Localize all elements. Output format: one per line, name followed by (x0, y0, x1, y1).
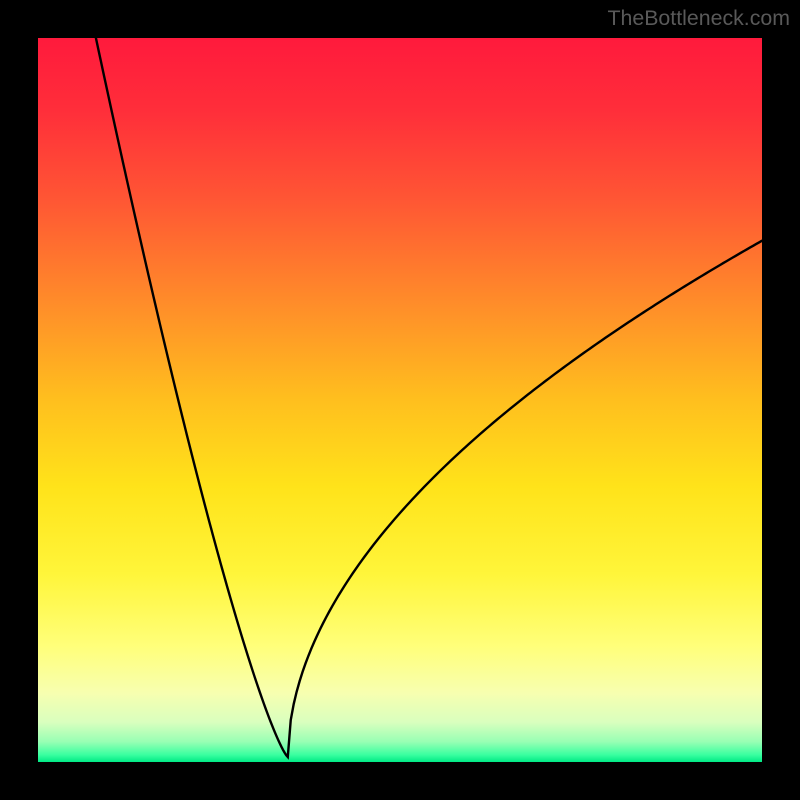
plot-area (38, 38, 762, 762)
attribution-text: TheBottleneck.com (607, 6, 790, 31)
gradient-background (38, 38, 762, 762)
chart-frame: TheBottleneck.com (0, 0, 800, 800)
